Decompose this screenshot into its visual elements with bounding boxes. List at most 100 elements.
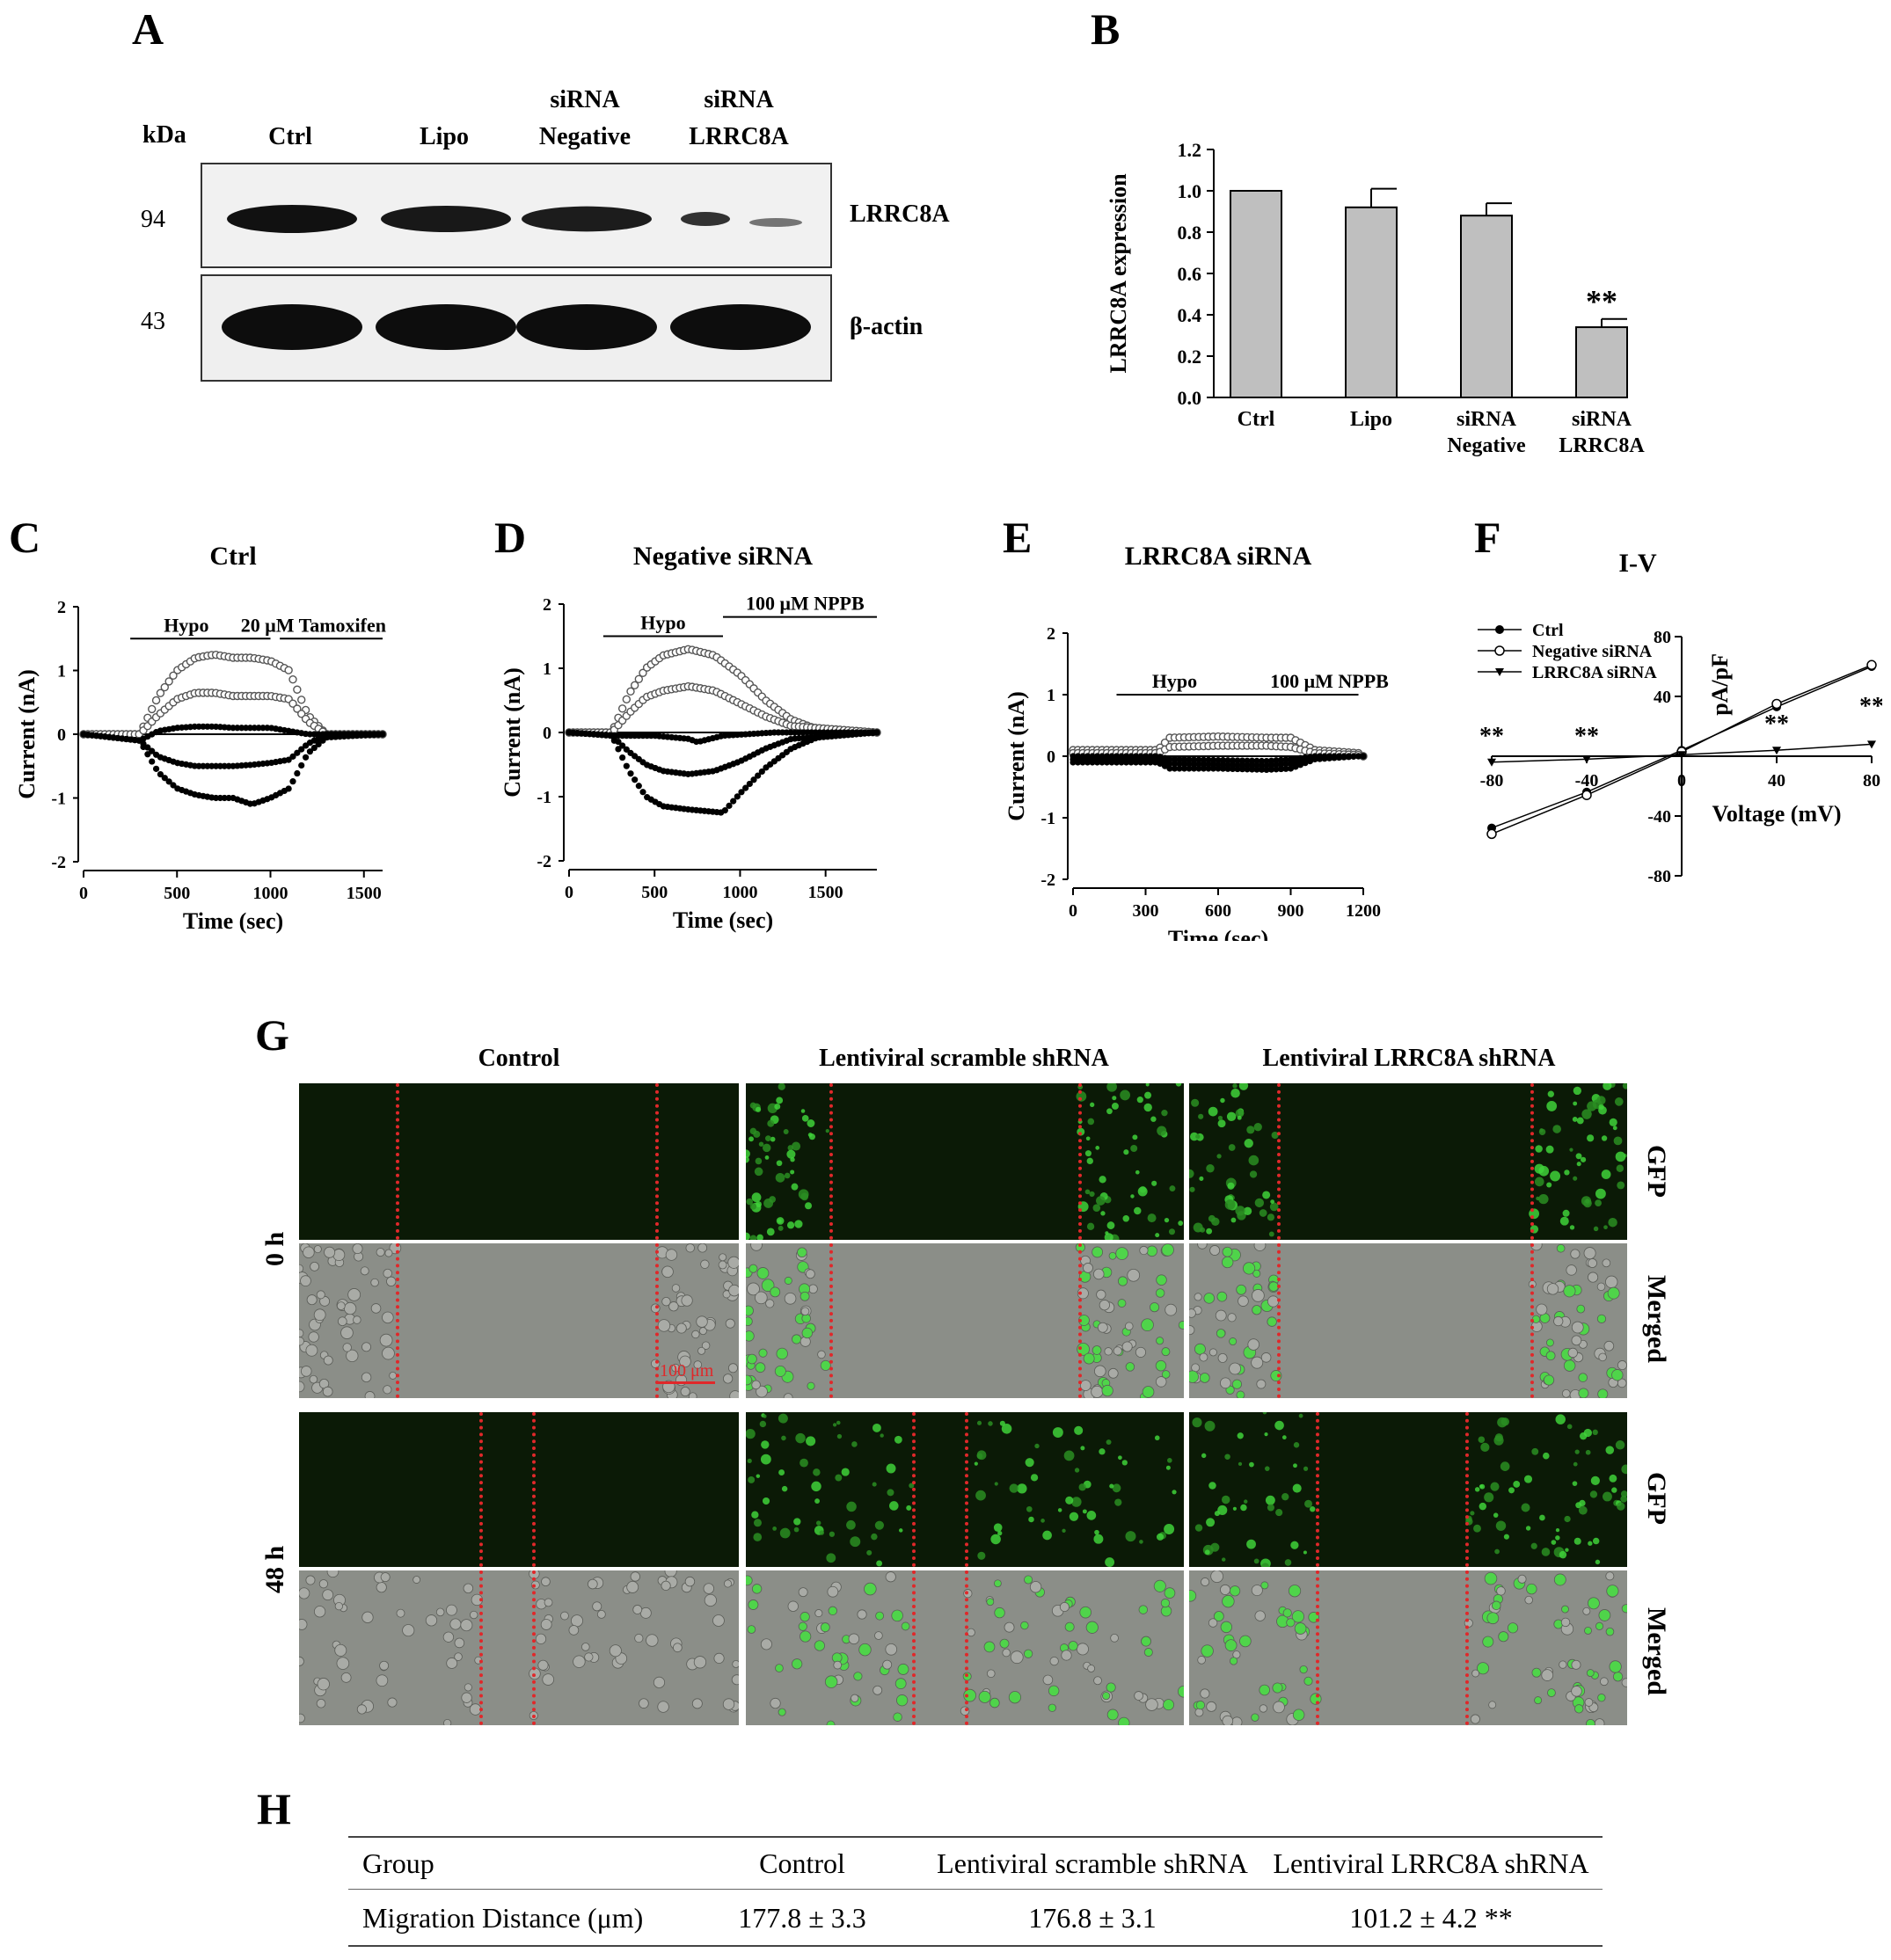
legend-entry: Ctrl	[1532, 621, 1564, 640]
y-tick-label: 0.6	[1178, 263, 1202, 285]
data-point	[1171, 765, 1179, 772]
data-point	[1340, 754, 1347, 761]
scratch-edge-line	[655, 1083, 659, 1240]
data-point	[1282, 761, 1289, 768]
x-tick-label: 0	[1677, 771, 1686, 791]
data-point	[1113, 759, 1121, 766]
data-point	[1093, 759, 1101, 766]
y-tick-label: 1.2	[1178, 139, 1202, 161]
treatment-label: 100 μM NPPB	[1270, 670, 1389, 692]
table-rule-top	[348, 1836, 1603, 1838]
data-point	[1292, 763, 1299, 770]
blot-bands-actin	[222, 304, 811, 350]
significance-marker: **	[1859, 693, 1882, 720]
data-point	[622, 695, 632, 704]
cell-texture	[299, 1083, 739, 1240]
channel-merged-0h: Merged	[1642, 1275, 1671, 1363]
treatment-label: Hypo	[640, 612, 685, 634]
western-band	[227, 205, 357, 233]
x-tick-label: Ctrl	[1238, 408, 1275, 431]
y-tick-label: 0.2	[1178, 346, 1202, 368]
data-point	[170, 782, 177, 789]
data-point	[1273, 761, 1280, 769]
y-tick-label: 40	[1654, 688, 1671, 707]
data-point	[1132, 759, 1140, 766]
scratch-edge-line	[1530, 1243, 1535, 1398]
x-axis-label: Voltage (mV)	[1712, 801, 1841, 827]
data-point	[1306, 758, 1314, 765]
data-point	[1190, 761, 1198, 768]
data-point	[1486, 828, 1497, 840]
panel-label-b: B	[1091, 4, 1121, 54]
header-lrrc8a: Lentiviral LRRC8A shRNA	[1273, 1847, 1589, 1879]
data-point	[297, 696, 306, 704]
scratch-edge-line	[912, 1412, 916, 1567]
scratch-edge-line	[655, 1243, 659, 1398]
x-axis-label: Time (sec)	[673, 907, 773, 933]
merged-image	[1189, 1570, 1627, 1725]
panel-label-c: C	[9, 513, 41, 562]
data-point	[1161, 762, 1169, 769]
lane-label-line1: siRNA	[550, 86, 620, 113]
x-tick-label: LRRC8A	[1559, 434, 1645, 457]
gfp-image	[1189, 1412, 1627, 1567]
channel-gfp-48h: GFP	[1642, 1472, 1671, 1525]
data-point	[755, 772, 762, 779]
cell-texture	[746, 1083, 1184, 1240]
data-point	[721, 807, 728, 814]
data-point	[1128, 759, 1135, 766]
data-point	[758, 768, 765, 776]
data-point	[1273, 766, 1280, 773]
panel-label-g: G	[255, 1010, 289, 1060]
y-tick-label: -2	[1040, 871, 1055, 890]
data-point	[1180, 765, 1188, 772]
x-tick-label: 0	[565, 883, 573, 902]
data-point	[289, 753, 296, 760]
data-point	[1335, 754, 1343, 761]
data-point	[1122, 759, 1130, 766]
channel-gfp-0h: GFP	[1642, 1145, 1671, 1198]
x-tick-label: 1200	[1346, 901, 1381, 921]
panel-label-h: H	[257, 1784, 291, 1833]
scratch-edge-line	[1078, 1083, 1083, 1240]
scratch-edge-line	[1276, 1083, 1281, 1240]
data-point	[148, 704, 157, 714]
significance-marker: **	[1586, 284, 1617, 319]
data-point	[634, 674, 644, 683]
data-point	[1186, 761, 1193, 768]
data-point	[630, 681, 639, 689]
data-point	[151, 696, 161, 705]
data-point	[1180, 761, 1188, 768]
panel-label-f: F	[1474, 513, 1501, 562]
x-tick-label: siRNA	[1572, 408, 1632, 431]
data-point	[293, 685, 302, 694]
data-point	[619, 754, 626, 761]
significance-marker: **	[1574, 723, 1599, 750]
data-point	[1244, 766, 1251, 773]
value-control: 177.8 ± 3.3	[738, 1901, 866, 1934]
data-point	[1253, 766, 1260, 773]
western-band	[522, 206, 652, 232]
data-point	[284, 666, 293, 674]
data-point	[730, 798, 737, 805]
data-point	[1195, 765, 1202, 772]
column-header-lrrc8a: Lentiviral LRRC8A shRNA	[1262, 1045, 1556, 1072]
data-point	[617, 704, 627, 713]
legend-entry: LRRC8A siRNA	[1532, 663, 1657, 682]
timepoint-48h: 48 h	[260, 1545, 289, 1593]
data-point	[1209, 765, 1217, 772]
scratch-edge-line	[396, 1083, 399, 1240]
western-band	[749, 218, 802, 227]
merged-image	[746, 1570, 1184, 1725]
data-point	[315, 740, 322, 747]
scratch-edge-line	[1464, 1570, 1469, 1725]
x-tick-label: 80	[1863, 771, 1880, 791]
data-point	[1263, 766, 1270, 773]
data-point	[1282, 765, 1289, 772]
data-point	[1331, 754, 1338, 761]
lane-label: Ctrl	[268, 123, 312, 150]
gfp-image	[1189, 1083, 1627, 1240]
kda-94: 94	[141, 206, 165, 233]
data-point	[1176, 761, 1183, 768]
data-point	[1147, 759, 1154, 766]
